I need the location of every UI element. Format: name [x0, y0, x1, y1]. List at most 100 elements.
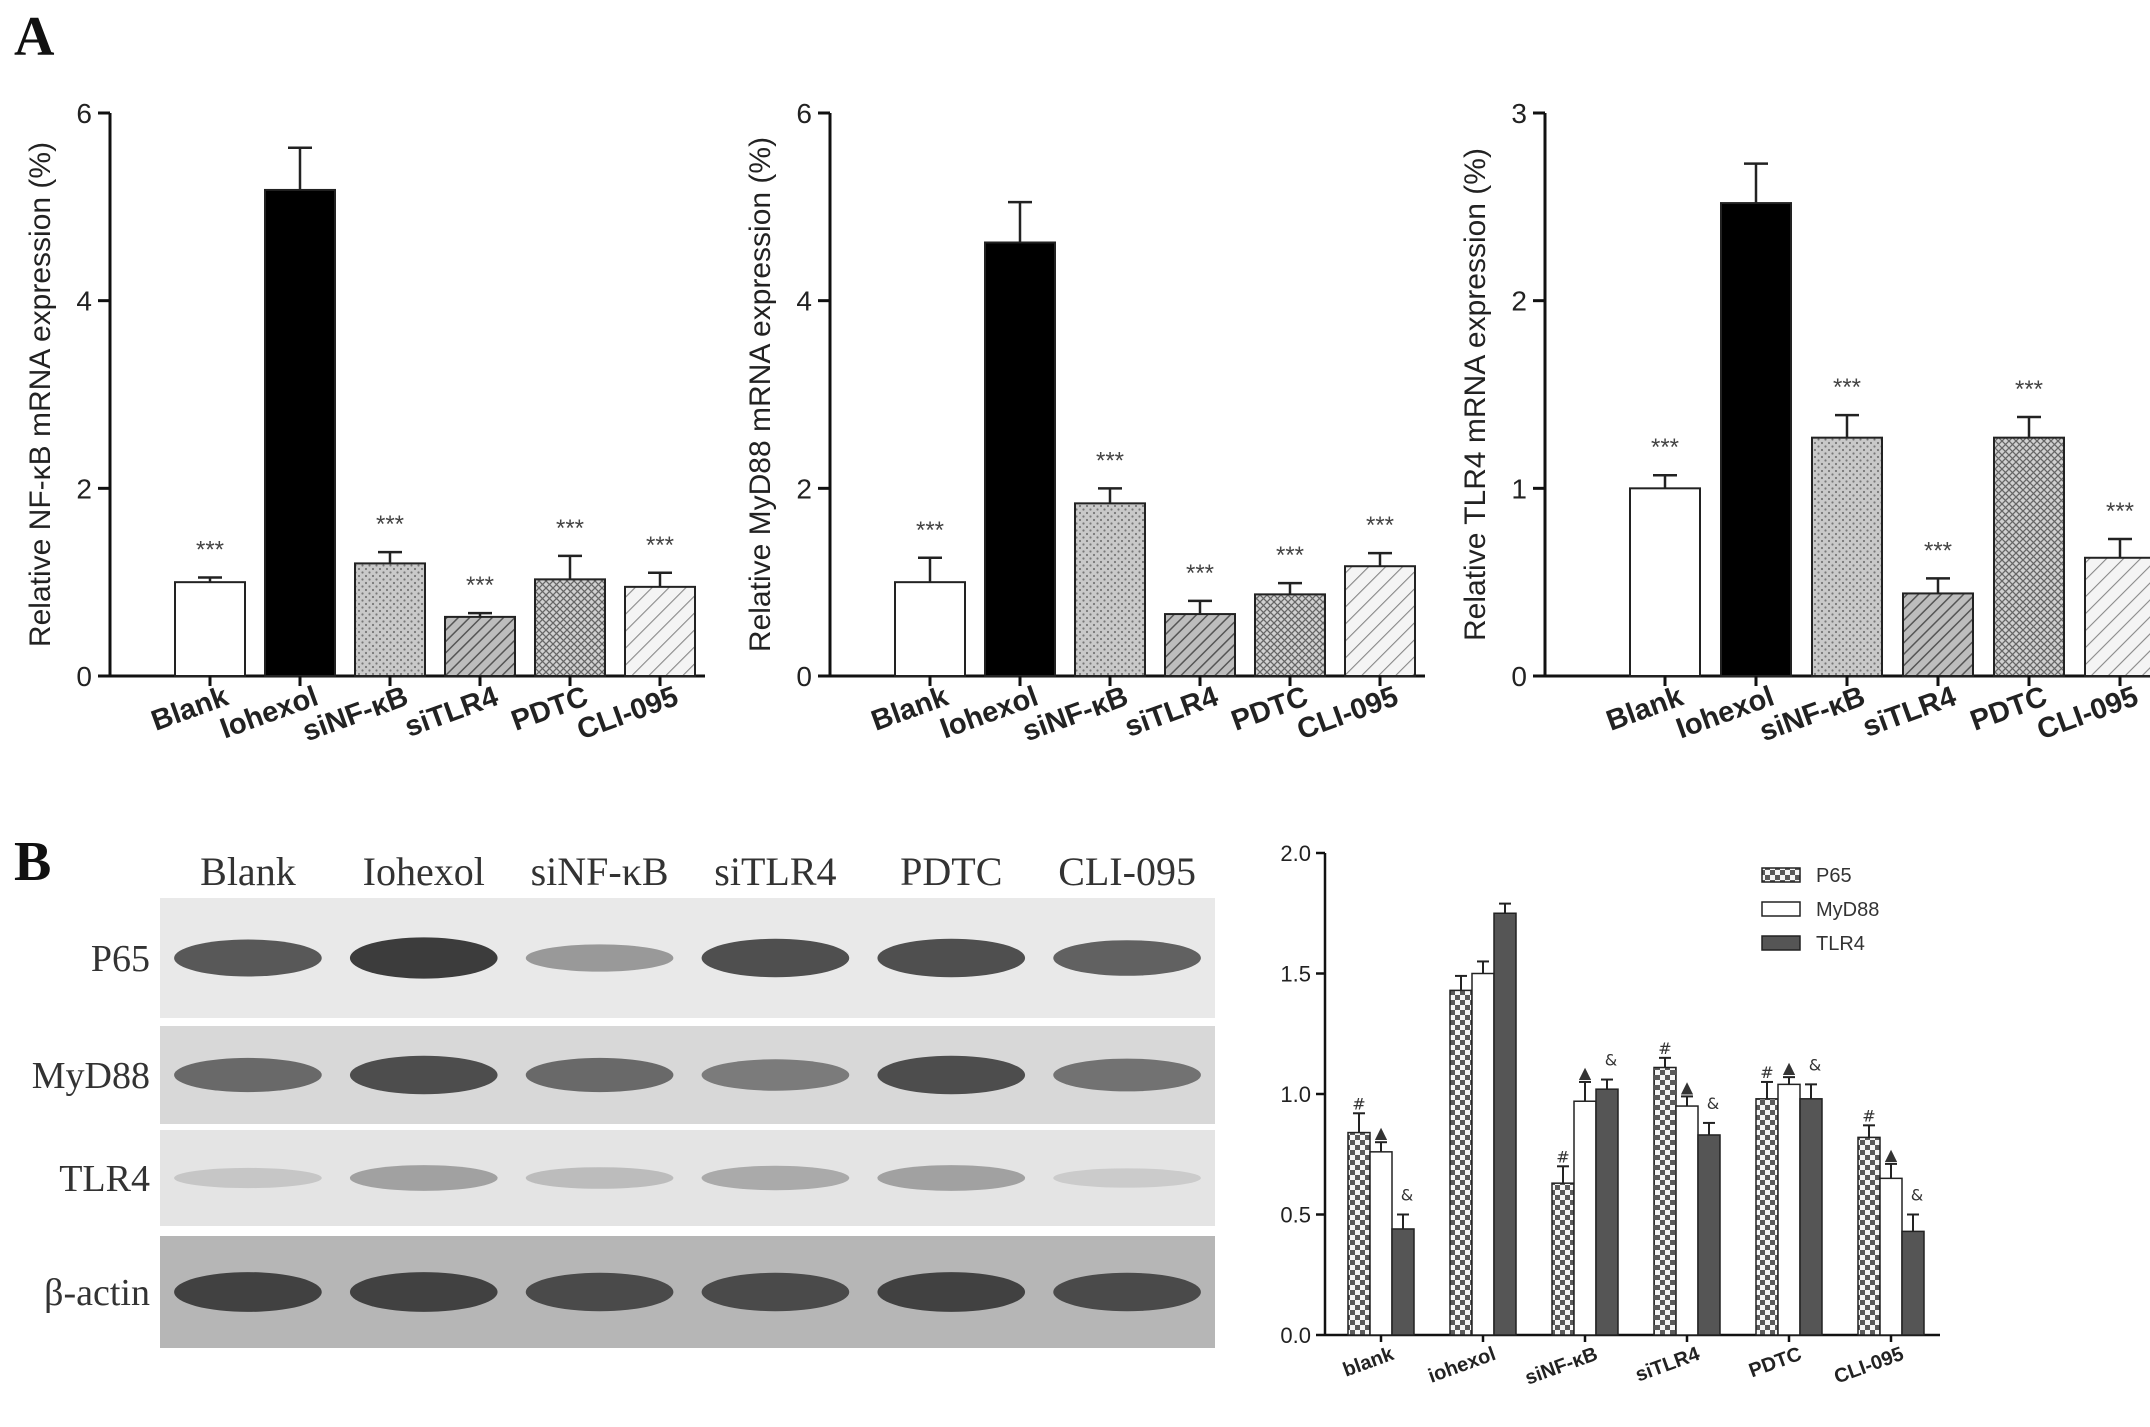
significance-mark: & — [1605, 1051, 1617, 1070]
y-tick-label: 0 — [796, 661, 812, 692]
y-tick-label: 0 — [1511, 661, 1527, 692]
y-axis-title: Relative NF-κB mRNA expression (%) — [24, 142, 57, 647]
category-label: siNF-κB — [1018, 681, 1132, 749]
y-tick-label: 3 — [1511, 98, 1527, 129]
significance-label: *** — [556, 515, 584, 542]
blot-band — [349, 1165, 498, 1191]
blot-band — [1053, 1168, 1201, 1188]
bar-blank — [1629, 487, 1701, 678]
bar-cli-095 — [624, 585, 696, 678]
blot-band — [701, 1059, 850, 1091]
significance-mark: & — [1707, 1094, 1719, 1113]
significance-mark: & — [1809, 1055, 1821, 1074]
bar-sitlr4 — [1164, 613, 1236, 678]
significance-mark: # — [1556, 1147, 1569, 1166]
panel-b-label: B — [14, 831, 51, 893]
blot-band — [877, 1165, 1026, 1191]
bar-tlr4 — [1901, 1230, 1925, 1336]
blot-band — [349, 1272, 498, 1312]
blot-band — [877, 938, 1026, 978]
bar-iohexol — [1720, 202, 1792, 678]
myd88-mrna-chart: 0 2 4 6 Relative MyD88 mRNA expression (%) **… — [744, 98, 1425, 748]
significance-label: *** — [1366, 512, 1394, 539]
bar-blank — [174, 581, 246, 678]
blot-strip — [160, 1130, 1215, 1226]
bar-sitlr4 — [444, 615, 516, 678]
significance-mark: # — [1658, 1039, 1671, 1058]
bar-tlr4 — [1697, 1134, 1721, 1336]
significance-mark: & — [1911, 1186, 1923, 1205]
blot-row-label: TLR4 — [59, 1158, 150, 1200]
y-tick-label: 0.5 — [1280, 1203, 1311, 1228]
blot-band — [701, 1165, 850, 1191]
blot-strip — [160, 898, 1215, 1018]
y-tick-label: 1.0 — [1280, 1082, 1311, 1107]
legend-label: MyD88 — [1816, 899, 1879, 921]
protein-expression-chart: 0.00.51.01.52.0#▲&blank iohexol#▲&siNF-κB… — [1280, 841, 1940, 1390]
blot-band — [877, 1272, 1026, 1312]
blot-band — [1053, 1272, 1201, 1312]
bar-sinf-b — [354, 562, 426, 678]
category-label: Blank — [1602, 680, 1688, 737]
significance-mark: # — [1862, 1106, 1875, 1125]
lane-label: siNF-κB — [531, 849, 669, 894]
bar-p65 — [1449, 989, 1473, 1336]
bar-iohexol — [264, 188, 336, 677]
panel-a-label: A — [14, 6, 55, 68]
category-label: siTLR4 — [1121, 681, 1223, 744]
legend-swatch-tlr4 — [1761, 935, 1801, 951]
y-tick-label: 6 — [76, 98, 92, 129]
bar-sinf-b — [1811, 436, 1883, 677]
bar-p65 — [1347, 1131, 1371, 1336]
bar-p65 — [1653, 1066, 1677, 1336]
significance-label: *** — [646, 532, 674, 559]
blot-band — [877, 1055, 1026, 1095]
bar-iohexol — [984, 241, 1056, 678]
category-label: CLI-095 — [573, 681, 682, 747]
significance-label: *** — [1924, 537, 1952, 564]
significance-mark: ▲ — [1885, 1145, 1898, 1164]
significance-label: *** — [1833, 374, 1861, 401]
blot-band — [174, 1167, 322, 1189]
bar-sinf-b — [1074, 502, 1146, 678]
blot-row-label: P65 — [91, 938, 150, 980]
bar-tlr4 — [1595, 1088, 1619, 1336]
blot-band — [525, 1167, 674, 1189]
blot-band — [349, 1055, 498, 1095]
y-tick-label: 2 — [76, 473, 92, 504]
bar-myd88 — [1573, 1100, 1597, 1336]
lane-label: siTLR4 — [714, 849, 836, 894]
blot-strip — [160, 1236, 1215, 1348]
category-label: PDTC — [1746, 1343, 1805, 1382]
category-label: CLI-095 — [1293, 681, 1402, 747]
blot-row-label: β-actin — [44, 1272, 150, 1314]
bar-p65 — [1551, 1182, 1575, 1336]
category-label: siTLR4 — [401, 681, 503, 744]
category-label: iohexol — [1425, 1343, 1498, 1388]
bar-tlr4 — [1799, 1098, 1823, 1336]
bar-tlr4 — [1391, 1228, 1415, 1336]
y-tick-label: 0.0 — [1280, 1323, 1311, 1348]
significance-label: *** — [2106, 498, 2134, 525]
y-tick-label: 4 — [796, 286, 812, 317]
y-tick-label: 0 — [76, 661, 92, 692]
y-tick-label: 2 — [1511, 286, 1527, 317]
bar-p65 — [1755, 1098, 1779, 1336]
tlr4-mrna-chart: 0 1 2 3 Relative TLR4 mRNA expression (%) ***… — [1459, 98, 2150, 748]
y-tick-label: 2 — [796, 473, 812, 504]
bar-myd88 — [1879, 1177, 1903, 1336]
significance-label: *** — [1186, 560, 1214, 587]
significance-label: *** — [916, 517, 944, 544]
lane-label: Iohexol — [363, 849, 485, 894]
blot-band — [1053, 1058, 1201, 1092]
bar-pdtc — [1254, 593, 1326, 677]
y-axis-title: Relative TLR4 mRNA expression (%) — [1459, 148, 1492, 641]
significance-mark: # — [1760, 1063, 1773, 1082]
legend-swatch-p65 — [1761, 867, 1801, 883]
bar-pdtc — [534, 578, 606, 678]
category-label: siNF-κB — [1755, 681, 1869, 749]
significance-label: *** — [466, 572, 494, 599]
western-blot: Blank Iohexol siNF-κB siTLR4 PDTC CLI-095 P65 M… — [32, 849, 1215, 1348]
category-label: siNF-κB — [298, 681, 412, 749]
